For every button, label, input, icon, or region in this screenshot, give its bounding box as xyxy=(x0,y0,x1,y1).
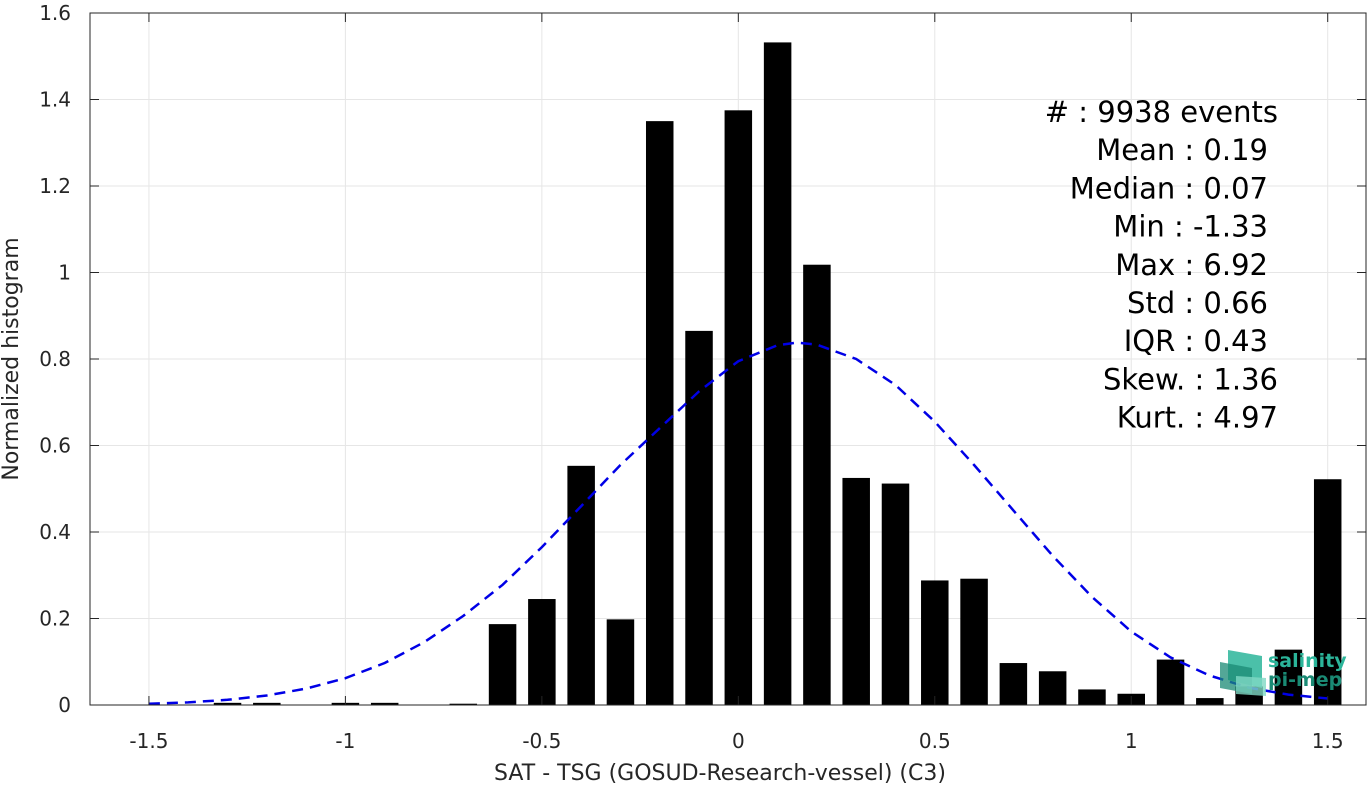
histogram-bar xyxy=(842,477,870,705)
y-tick-label: 1.2 xyxy=(39,174,71,198)
x-tick-label: 0.5 xyxy=(919,729,951,753)
histogram-bar xyxy=(724,110,753,705)
x-tick-label: 1.5 xyxy=(1312,729,1344,753)
histogram-bar xyxy=(763,42,792,706)
histogram-bar xyxy=(803,264,831,705)
stat-line: # : 9938 events xyxy=(1045,95,1278,129)
histogram-bar xyxy=(213,702,242,705)
y-tick-label: 1.6 xyxy=(39,1,71,25)
histogram-bar xyxy=(999,663,1028,705)
histogram-bar xyxy=(1196,698,1224,705)
stat-line: Kurt. : 4.97 xyxy=(1117,401,1278,435)
histogram-bar xyxy=(685,330,713,705)
histogram-bar xyxy=(528,599,556,705)
histogram-bar xyxy=(1313,479,1342,705)
histogram-bar xyxy=(1078,689,1106,705)
stat-line: Median : 0.07 xyxy=(1070,171,1268,205)
stat-line: Std : 0.66 xyxy=(1127,286,1268,320)
fit-curve-line xyxy=(148,341,1328,705)
y-axis-ticks: 0 0.2 0.4 0.6 0.8 1 1.2 1.4 1.6 xyxy=(39,1,1366,717)
logo-text-line1: salinity xyxy=(1268,650,1347,672)
y-tick-label: 1 xyxy=(58,261,71,285)
statistics-annotation: # : 9938 events Mean : 0.19 Median : 0.07 M… xyxy=(1045,95,1278,435)
histogram-bar xyxy=(253,702,281,705)
y-axis-title: Normalized histogram xyxy=(0,237,24,480)
stat-line: Max : 6.92 xyxy=(1115,248,1268,282)
y-tick-label: 0.2 xyxy=(39,607,71,631)
histogram-bar xyxy=(960,578,988,705)
x-tick-label: -1.5 xyxy=(129,729,168,753)
logo-text-line2: pi-mep xyxy=(1268,669,1342,691)
histogram-bar xyxy=(370,702,399,705)
histogram-bar xyxy=(645,121,674,705)
x-tick-label: 1 xyxy=(1125,729,1138,753)
logo-mark-icon xyxy=(1220,650,1266,696)
y-tick-label: 0.6 xyxy=(39,434,71,458)
histogram-bar xyxy=(921,580,949,705)
x-tick-label: -0.5 xyxy=(522,729,561,753)
histogram-bar xyxy=(488,624,517,705)
y-tick-label: 0.4 xyxy=(39,520,71,544)
histogram-bar xyxy=(1156,659,1185,705)
x-axis-title: SAT - TSG (GOSUD-Research-vessel) (C3) xyxy=(494,761,946,785)
y-tick-label: 0 xyxy=(58,693,71,717)
histogram-bar xyxy=(881,483,910,705)
y-tick-label: 1.4 xyxy=(39,88,71,112)
stat-line: Mean : 0.19 xyxy=(1096,133,1268,167)
gaussian-fit-curve xyxy=(148,341,1328,705)
salinity-pi-mep-logo: salinity pi-mep xyxy=(1220,650,1347,696)
x-axis-ticks: -1.5 -1 -0.5 0 0.5 1 1.5 xyxy=(129,13,1344,753)
x-tick-label: 0 xyxy=(732,729,745,753)
y-tick-label: 0.8 xyxy=(39,347,71,371)
stat-line: Skew. : 1.36 xyxy=(1103,362,1278,396)
x-tick-label: -1 xyxy=(335,729,355,753)
histogram-bar xyxy=(606,619,635,705)
histogram-bar xyxy=(449,703,478,705)
stat-line: IQR : 0.43 xyxy=(1124,324,1268,358)
histogram-bar xyxy=(1038,671,1067,705)
histogram-bar xyxy=(567,465,595,705)
stat-line: Min : -1.33 xyxy=(1113,210,1268,244)
